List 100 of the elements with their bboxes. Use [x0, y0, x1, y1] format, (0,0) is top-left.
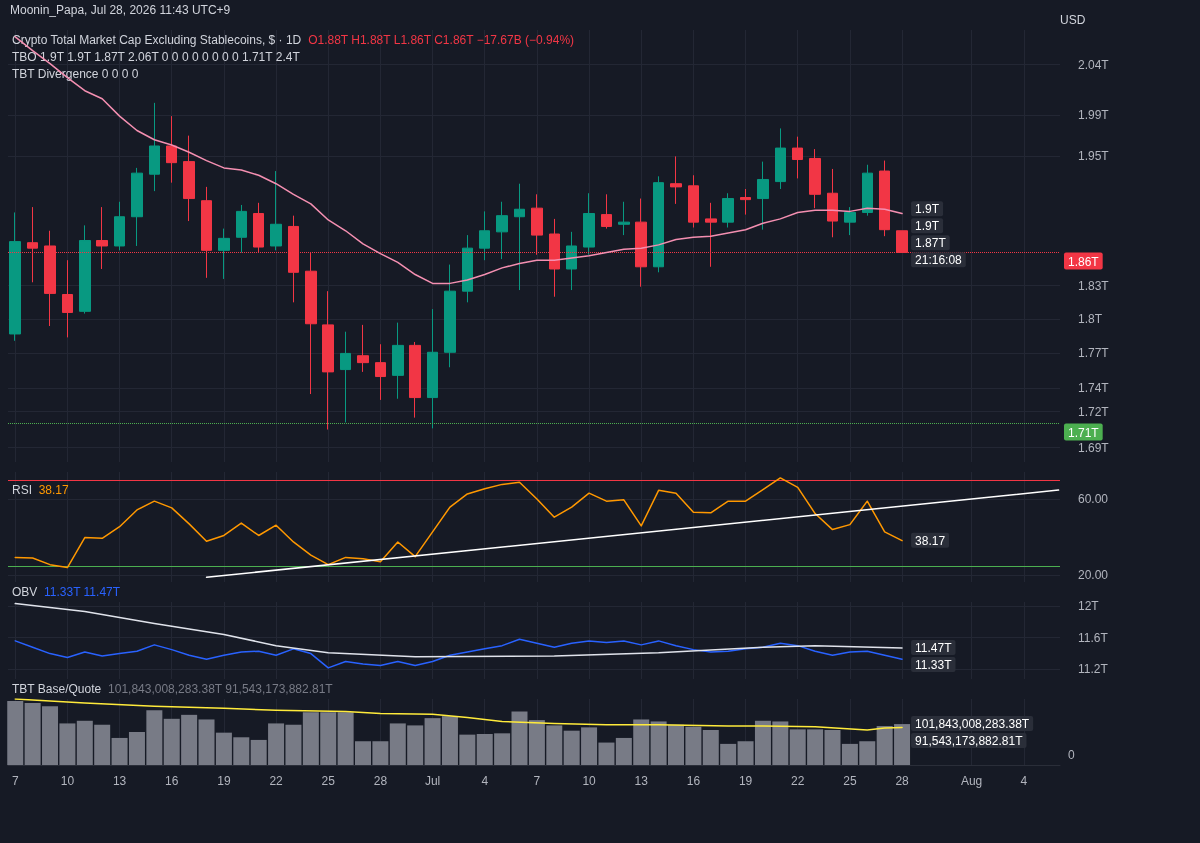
- annotation: 21:16:08: [915, 253, 963, 268]
- x-tick-label: 25: [321, 774, 336, 788]
- candlestick: [218, 228, 230, 280]
- candlestick: [601, 193, 612, 230]
- ref-line-label: 1.86T: [1068, 254, 1100, 269]
- chart-subtitle: 11.33T 11.47T: [44, 585, 121, 599]
- candlestick: [409, 341, 421, 419]
- text: 0: [1068, 748, 1075, 762]
- candlestick: [270, 170, 282, 251]
- x-tick-label: 19: [738, 774, 753, 788]
- y-tick-label: 1.83T: [1078, 278, 1110, 293]
- x-tick-label: 25: [843, 774, 857, 788]
- text: RSI: [12, 483, 33, 497]
- candlestick: [618, 201, 630, 236]
- ref-line-label: 1.71T: [1068, 425, 1100, 440]
- bar: [7, 700, 24, 765]
- x-tick-label: 10: [60, 774, 75, 788]
- candlestick: [9, 211, 21, 342]
- candlestick: [688, 174, 699, 229]
- x-tick-label: 22: [791, 774, 805, 788]
- y-axis-title: USD: [1060, 13, 1086, 27]
- annotation: 38.17: [915, 533, 946, 548]
- text: 38.17: [38, 483, 70, 497]
- candlestick: [740, 188, 751, 216]
- y-tick-label: 1.99T: [1078, 108, 1110, 123]
- candlestick: [862, 164, 873, 217]
- text: Moonin_Papa, Jul 28, 2026 11:43 UTC+9: [10, 3, 231, 17]
- candlestick: [670, 155, 682, 205]
- x-tick-label: 28: [373, 774, 388, 788]
- candlestick: [149, 102, 160, 192]
- y-tick-label: 1.72T: [1078, 404, 1110, 419]
- annotation: 101,843,008,283.38T: [915, 717, 1030, 732]
- line-series: [14, 602, 903, 658]
- y-tick-label: 20.00: [1078, 568, 1109, 583]
- y-tick-label: 2.04T: [1078, 57, 1110, 72]
- x-tick-label: 4: [481, 774, 489, 788]
- candlestick: [479, 210, 490, 261]
- candlestick: [792, 136, 803, 179]
- annotation: 1.9T: [915, 202, 940, 217]
- candlestick: [236, 204, 247, 254]
- candlestick: [131, 167, 143, 247]
- candlestick: [809, 148, 821, 209]
- x-tick-label: Jul: [424, 774, 441, 788]
- x-tick-label: 16: [686, 774, 701, 788]
- annotation: 1.87T: [915, 236, 947, 251]
- x-tick-label: 13: [112, 774, 127, 788]
- candlestick: [357, 324, 369, 373]
- x-tick-label: 22: [269, 774, 284, 788]
- candlestick: [62, 259, 73, 338]
- y-tick-label: 12T: [1078, 598, 1100, 613]
- candlestick: [722, 192, 734, 229]
- candlestick: [340, 331, 351, 423]
- x-tick-label: 16: [165, 774, 179, 788]
- candlestick: [166, 115, 177, 184]
- candlestick: [114, 201, 125, 251]
- x-tick-label: 7: [11, 774, 19, 788]
- candlestick: [427, 308, 438, 429]
- annotation: 11.47T: [915, 641, 953, 656]
- annotation: 91,543,173,882.81T: [915, 734, 1024, 749]
- candlestick: [844, 206, 856, 236]
- x-tick-label: 19: [217, 774, 231, 788]
- y-tick-label: 1.8T: [1078, 312, 1103, 327]
- y-tick-label: 11.6T: [1078, 630, 1109, 645]
- x-tick-label: 4: [1020, 774, 1028, 788]
- line-series: [14, 638, 903, 669]
- candlestick: [375, 343, 386, 401]
- candlestick: [827, 168, 838, 238]
- candlestick: [775, 127, 786, 190]
- candlestick: [392, 322, 404, 400]
- candlestick: [496, 201, 508, 260]
- annotation: 11.33T: [915, 658, 953, 673]
- chart-title: TBT Base/Quote: [12, 682, 102, 696]
- x-tick-label: 7: [533, 774, 541, 788]
- y-tick-label: 60.00: [1078, 492, 1109, 507]
- candlestick: [757, 161, 769, 231]
- x-tick-label: 28: [895, 774, 910, 788]
- y-tick-label: 1.77T: [1078, 346, 1110, 361]
- candlestick: [462, 234, 473, 303]
- candlestick: [514, 183, 525, 291]
- candlestick: [322, 290, 334, 431]
- chart-subtitle: O1.88T H1.88T L1.86T C1.86T −17.67B (−0.94%): [308, 33, 575, 47]
- y-tick-label: 1.74T: [1078, 381, 1110, 396]
- y-tick-label: 1.69T: [1078, 440, 1110, 455]
- x-tick-label: 13: [634, 774, 649, 788]
- candlestick: [879, 160, 890, 237]
- chart-subtitle: 101,843,008,283.38T 91,543,173,882.81T: [108, 682, 334, 696]
- line-series: [14, 477, 903, 569]
- x-tick-label: 10: [582, 774, 597, 788]
- x-tick-label: Aug: [960, 774, 983, 788]
- candlestick: [444, 264, 456, 368]
- candlestick: [566, 231, 577, 291]
- annotation: 1.9T: [915, 219, 940, 234]
- chart-title: OBV: [12, 585, 38, 599]
- line-series: [14, 36, 903, 285]
- candlestick: [79, 224, 91, 315]
- candlestick: [183, 135, 195, 222]
- candlestick: [583, 192, 595, 256]
- y-tick-label: 1.95T: [1078, 149, 1110, 164]
- annotation: TBO 1.9T 1.9T 1.87T 2.06T 0 0 0 0 0 0 0 0 1.71T 2.4T: [12, 50, 301, 64]
- y-tick-label: 11.2T: [1078, 662, 1109, 677]
